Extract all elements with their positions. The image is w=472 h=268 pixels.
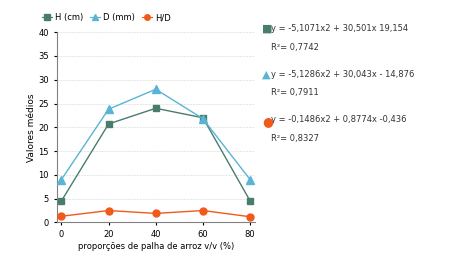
Text: y = -5,1071x2 + 30,501x 19,154: y = -5,1071x2 + 30,501x 19,154: [271, 24, 409, 33]
X-axis label: proporções de palha de arroz v/v (%): proporções de palha de arroz v/v (%): [77, 242, 234, 251]
Text: y = -0,1486x2 + 0,8774x -0,436: y = -0,1486x2 + 0,8774x -0,436: [271, 115, 407, 124]
Text: R²= 0,7742: R²= 0,7742: [271, 43, 319, 52]
Text: ▲: ▲: [262, 70, 270, 80]
Text: R²= 0,7911: R²= 0,7911: [271, 88, 319, 98]
Legend: H (cm), D (mm), H/D: H (cm), D (mm), H/D: [38, 10, 174, 25]
Text: R²= 0,8327: R²= 0,8327: [271, 134, 320, 143]
Text: ■: ■: [262, 24, 272, 34]
Y-axis label: Valores médios: Valores médios: [26, 93, 35, 162]
Text: ●: ●: [262, 115, 273, 128]
Text: y = -5,1286x2 + 30,043x - 14,876: y = -5,1286x2 + 30,043x - 14,876: [271, 70, 415, 79]
